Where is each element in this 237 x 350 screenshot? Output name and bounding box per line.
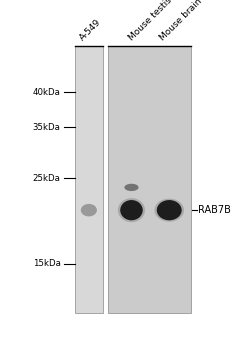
Text: 35kDa: 35kDa	[32, 122, 60, 132]
Ellipse shape	[81, 204, 97, 216]
Ellipse shape	[118, 198, 145, 222]
Ellipse shape	[154, 198, 184, 222]
Text: RAB7B: RAB7B	[198, 205, 231, 215]
Bar	[108, 46, 191, 313]
Ellipse shape	[157, 200, 182, 220]
Bar	[75, 46, 103, 313]
Text: A-549: A-549	[78, 17, 103, 42]
Text: Mouse testis: Mouse testis	[127, 0, 173, 42]
Ellipse shape	[124, 184, 139, 191]
Text: Mouse brain: Mouse brain	[158, 0, 203, 42]
Text: 15kDa: 15kDa	[32, 259, 60, 268]
Ellipse shape	[120, 200, 143, 220]
Text: 40kDa: 40kDa	[32, 88, 60, 97]
Text: 25kDa: 25kDa	[32, 174, 60, 183]
